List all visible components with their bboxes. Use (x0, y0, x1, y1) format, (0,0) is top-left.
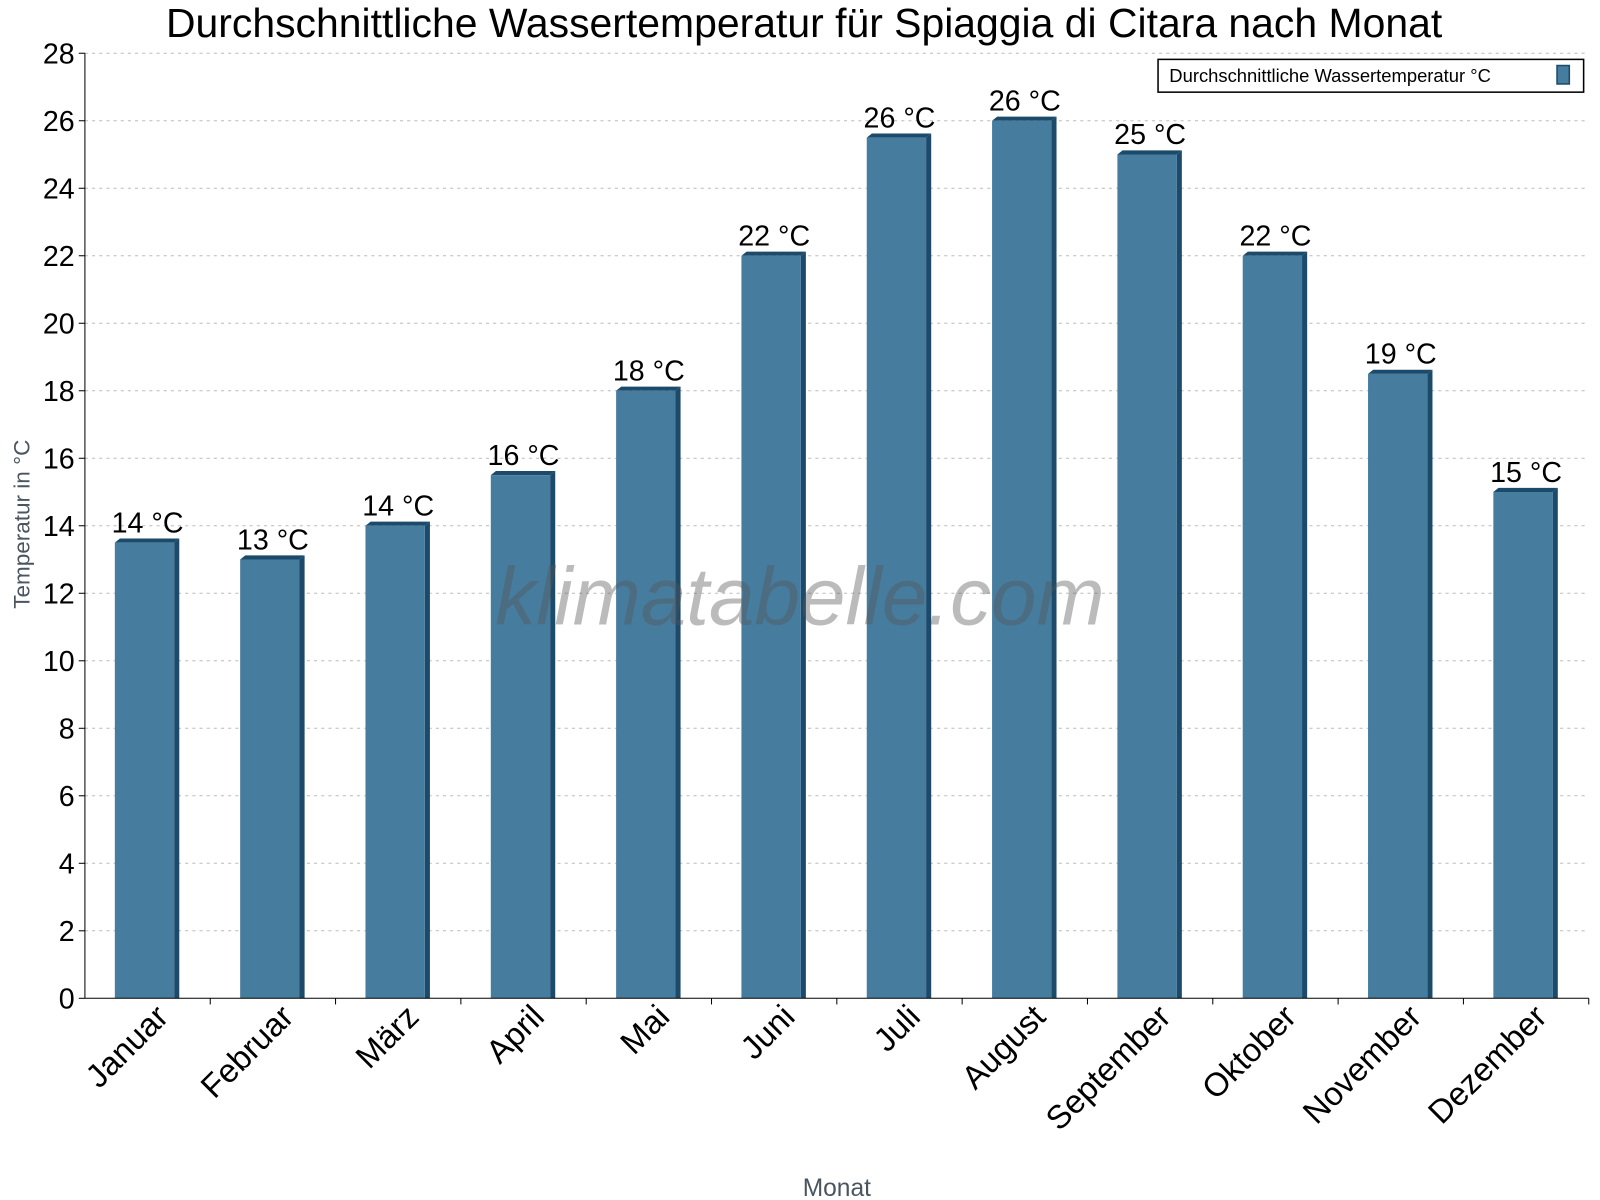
y-tick-label: 4 (59, 849, 75, 881)
bar-top (992, 116, 1057, 121)
x-tick-label: Juni (733, 998, 802, 1067)
y-tick-label: 22 (43, 241, 75, 273)
bar-side (550, 471, 556, 999)
bar (616, 390, 676, 999)
y-tick-label: 20 (43, 308, 75, 340)
y-tick-label: 14 (43, 511, 75, 543)
y-tick-label: 18 (43, 376, 75, 408)
x-tick-label: April (479, 998, 551, 1071)
y-tick-label: 6 (59, 781, 75, 813)
bar-side (1176, 150, 1182, 999)
data-label: 13 °C (237, 524, 309, 556)
bar-top (490, 471, 556, 476)
chart-title: Durchschnittliche Wassertemperatur für S… (166, 0, 1443, 46)
watermark: klimatabelle.com (495, 552, 1104, 643)
x-tick-label: November (1295, 997, 1428, 1130)
bar-top (1242, 251, 1308, 256)
bar (1242, 255, 1303, 999)
x-axis-label: Monat (803, 1175, 871, 1200)
bar-top (1368, 369, 1433, 374)
bar-side (1427, 369, 1433, 999)
bar-side (926, 133, 932, 999)
y-tick-label: 2 (59, 916, 75, 948)
bar-top (741, 251, 806, 256)
bar-side (174, 538, 180, 999)
legend-box (1157, 58, 1585, 93)
bar (365, 525, 425, 999)
x-tick-label: Dezember (1421, 997, 1554, 1130)
x-tick-label: März (348, 998, 426, 1076)
y-tick-label: 24 (43, 173, 75, 205)
x-tick-label: September (1038, 997, 1177, 1137)
gridlines (84, 52, 1589, 932)
data-label: 14 °C (362, 491, 434, 523)
bar-top (1117, 150, 1182, 155)
bar (1493, 492, 1553, 999)
legend-swatch (1556, 64, 1571, 85)
x-tick-label: Januar (78, 997, 175, 1094)
y-tick-label: 26 (43, 106, 75, 138)
data-label: 25 °C (1114, 119, 1186, 151)
legend: Durchschnittliche Wassertemperatur °C (1157, 58, 1585, 93)
bar-side (299, 555, 305, 999)
x-tick-label: Oktober (1194, 997, 1303, 1106)
bar-side (1051, 116, 1057, 999)
bar-top (616, 386, 681, 391)
bar (992, 120, 1052, 999)
bar-side (1552, 487, 1558, 999)
data-label: 22 °C (738, 221, 810, 253)
y-tick-label: 12 (43, 578, 75, 610)
bar-side (424, 521, 430, 999)
bars: 14 °C 13 °C 14 °C 16 °C 18 °C 22 °C 26 °C 26 °C… (112, 85, 1562, 999)
bar (240, 559, 300, 999)
data-label: 26 °C (864, 102, 936, 134)
data-label: 14 °C (112, 507, 184, 539)
bar-top (1493, 487, 1558, 493)
data-label: 15 °C (1490, 457, 1562, 489)
x-tick-label: Februar (193, 997, 300, 1104)
bar (1117, 154, 1177, 999)
bar-side (1302, 251, 1308, 999)
y-tick-label: 28 (43, 38, 75, 70)
x-tick-label: Juli (866, 998, 927, 1059)
bar (114, 542, 175, 999)
bar-side (800, 251, 806, 999)
y-tick-label: 10 (43, 646, 75, 678)
x-tick-label: August (954, 998, 1052, 1096)
bar-top (114, 538, 180, 543)
legend-label: Durchschnittliche Wassertemperatur °C (1169, 65, 1491, 86)
y-tick-label: 16 (43, 443, 75, 475)
y-tick-label: 0 (59, 984, 75, 1016)
bar-top (365, 521, 430, 526)
data-label: 19 °C (1365, 339, 1437, 371)
data-label: 26 °C (989, 85, 1061, 117)
bar (741, 255, 801, 999)
x-tick-label: Mai (613, 998, 676, 1062)
data-label: 16 °C (488, 440, 560, 472)
data-label: 22 °C (1239, 221, 1311, 253)
data-label: 18 °C (613, 356, 685, 388)
bar (1368, 373, 1428, 999)
bar-top (240, 555, 305, 560)
bar (490, 475, 551, 999)
bar-side (675, 386, 681, 999)
y-tick-label: 8 (59, 714, 75, 746)
y-axis-label: Temperatur in °C (10, 440, 35, 609)
bar (866, 137, 927, 999)
bar-top (866, 133, 932, 138)
